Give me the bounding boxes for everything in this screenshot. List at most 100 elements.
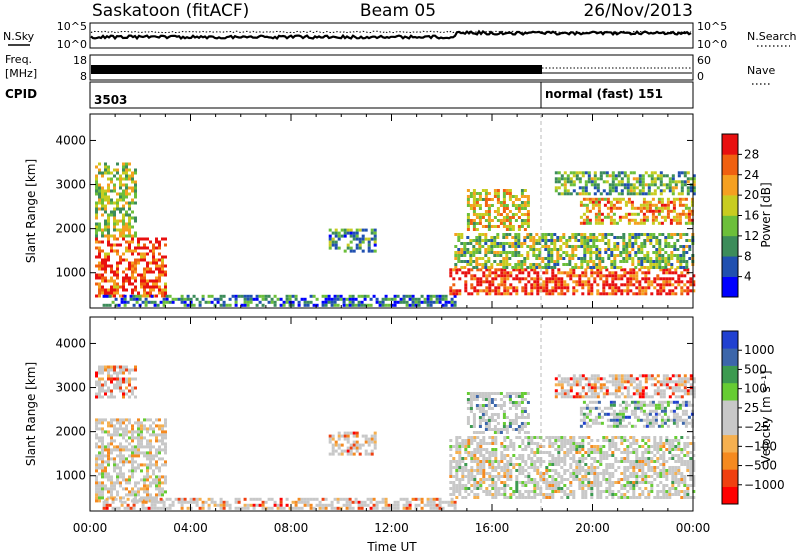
power-echo-cell [634,219,637,222]
velocity-echo-cell [113,427,116,430]
velocity-echo-cell [98,445,101,448]
power-echo-cell [107,166,110,169]
velocity-echo-cell [131,390,134,393]
power-echo-cell [688,207,691,210]
power-echo-cell [544,233,547,236]
power-colorbar-label: Power [dB] [759,182,773,247]
velocity-echo-cell [467,445,470,448]
velocity-echo-cell [116,384,119,387]
velocity-echo-cell [119,433,122,436]
velocity-echo-cell [527,392,530,395]
power-echo-cell [667,213,670,216]
power-echo-cell [368,247,371,250]
velocity-echo-cell [371,435,374,438]
velocity-echo-cell [611,472,614,475]
velocity-echo-cell [527,472,530,475]
velocity-echo-cell [649,422,652,425]
velocity-echo-cell [128,475,131,478]
power-echo-cell [643,266,646,269]
power-echo-cell [667,263,670,266]
power-echo-cell [612,174,615,177]
power-echo-cell [632,274,635,277]
power-echo-cell [601,219,604,222]
power-echo-cell [686,289,689,292]
velocity-echo-cell [107,448,110,451]
power-echo-cell [118,304,121,307]
power-echo-cell [368,238,371,241]
power-echo-cell [595,245,598,248]
power-echo-cell [550,248,553,251]
velocity-echo-cell [632,448,635,451]
power-echo-cell [259,295,262,298]
power-echo-cell [672,180,675,183]
velocity-echo-cell [661,410,664,413]
power-echo-cell [524,195,527,198]
power-echo-cell [598,222,601,225]
velocity-echo-cell [551,463,554,466]
velocity-echo-cell [155,436,158,439]
velocity-echo-cell [619,410,622,413]
power-echo-cell [335,241,338,244]
power-echo-cell [494,225,497,228]
power-echo-cell [541,257,544,260]
velocity-echo-cell [325,507,328,510]
velocity-echo-cell [151,507,154,510]
power-echo-cell [562,236,565,239]
power-echo-cell [607,245,610,248]
power-echo-cell [485,286,488,289]
power-echo-cell [487,251,490,254]
velocity-echo-cell [488,422,491,425]
velocity-echo-cell [536,472,539,475]
velocity-echo-cell [158,490,161,493]
power-echo-cell [668,289,671,292]
power-echo-cell [654,189,657,192]
power-echo-cell [361,295,364,298]
velocity-echo-cell [494,425,497,428]
velocity-echo-cell [449,448,452,451]
power-echo-cell [116,274,119,277]
power-echo-cell [202,298,205,301]
velocity-echo-cell [581,445,584,448]
velocity-echo-cell [355,501,358,504]
power-echo-cell [550,266,553,269]
power-echo-cell [347,232,350,235]
velocity-echo-cell [626,490,629,493]
velocity-echo-cell [583,407,586,410]
power-echo-cell [623,274,626,277]
velocity-echo-cell [503,463,506,466]
velocity-echo-cell [139,498,142,501]
power-echo-cell [687,189,690,192]
power-echo-cell [613,219,616,222]
power-echo-cell [482,274,485,277]
power-echo-cell [521,271,524,274]
velocity-echo-cell [620,439,623,442]
velocity-echo-cell [184,501,187,504]
power-echo-cell [454,266,457,269]
velocity-echo-cell [530,490,533,493]
velocity-echo-cell [98,381,101,384]
velocity-echo-cell [515,481,518,484]
velocity-echo-cell [610,419,613,422]
power-echo-cell [688,213,691,216]
power-echo-cell [682,251,685,254]
power-echo-cell [625,257,628,260]
velocity-echo-cell [500,451,503,454]
velocity-echo-cell [578,472,581,475]
velocity-echo-cell [572,454,575,457]
power-echo-cell [667,245,670,248]
velocity-echo-cell [128,460,131,463]
power-echo-cell [524,189,527,192]
power-echo-cell [609,174,612,177]
power-echo-cell [473,198,476,201]
power-echo-cell [107,256,110,259]
velocity-echo-cell [473,448,476,451]
velocity-echo-cell [161,442,164,445]
velocity-echo-cell [641,469,644,472]
velocity-echo-cell [626,439,629,442]
power-echo-cell [669,180,672,183]
velocity-echo-cell [164,445,167,448]
power-echo-cell [532,248,535,251]
power-echo-cell [648,189,651,192]
velocity-echo-cell [151,498,154,501]
power-echo-cell [616,198,619,201]
